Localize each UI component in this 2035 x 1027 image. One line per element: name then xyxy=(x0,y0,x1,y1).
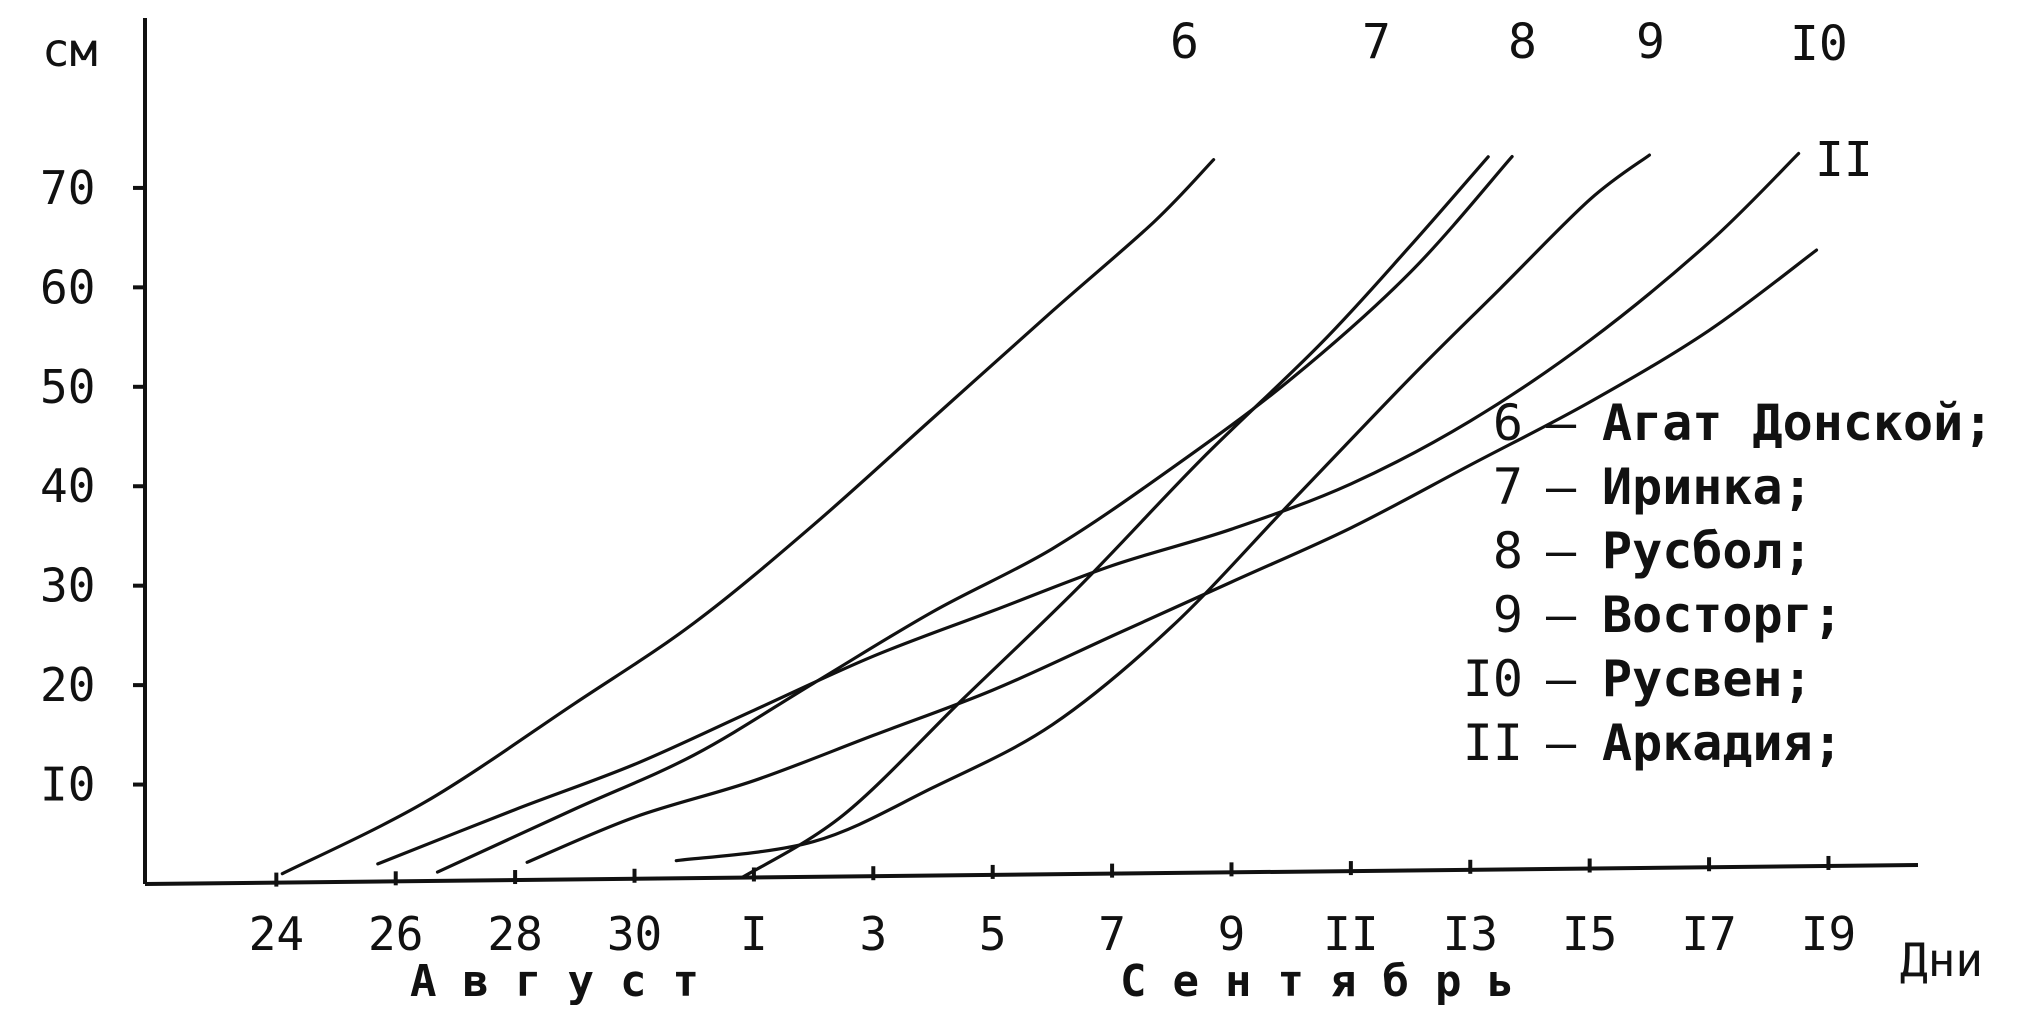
series-labels: 6 7 8 9 I0 II xyxy=(1170,14,1873,188)
series-label-II: II xyxy=(1815,132,1873,188)
legend-number: I0 xyxy=(1463,650,1523,708)
legend-item: 8– Русбол; xyxy=(1493,522,1813,580)
y-tick-label: 70 xyxy=(40,161,95,215)
series-label-8: 8 xyxy=(1508,14,1537,70)
legend-dash: – xyxy=(1546,522,1577,580)
series-line-II xyxy=(525,248,1819,864)
legend-variety-name: Агат Донской; xyxy=(1602,394,1993,452)
legend-dash: – xyxy=(1546,586,1577,644)
curves xyxy=(280,151,1819,880)
x-tick-label: I7 xyxy=(1681,907,1736,961)
legend-number: 9 xyxy=(1493,586,1523,644)
x-tick-label: 3 xyxy=(859,907,887,961)
x-tick-label: 26 xyxy=(368,907,423,961)
legend-variety-name: Русбол; xyxy=(1602,522,1813,580)
legend-number: II xyxy=(1463,714,1523,772)
legend-item: 6– Агат Донской; xyxy=(1493,394,1993,452)
legend-number: 6 xyxy=(1493,394,1523,452)
series-line-7 xyxy=(740,155,1490,880)
series-label-9: 9 xyxy=(1636,14,1665,70)
x-tick-label: 30 xyxy=(607,907,662,961)
legend-variety-name: Восторг; xyxy=(1602,586,1843,644)
legend-dash: – xyxy=(1546,650,1577,708)
legend-variety-name: Аркадия; xyxy=(1602,714,1843,772)
legend-number: 8 xyxy=(1493,522,1523,580)
x-tick-label: I5 xyxy=(1562,907,1617,961)
legend-item: I0– Русвен; xyxy=(1463,650,1813,708)
y-tick-label: I0 xyxy=(40,758,95,812)
legend-dash: – xyxy=(1546,458,1577,516)
series-label-7: 7 xyxy=(1362,14,1391,70)
y-tick-label: 50 xyxy=(40,360,95,414)
x-tick-label: I3 xyxy=(1443,907,1498,961)
series-label-I0: I0 xyxy=(1790,16,1848,72)
x-tick-label: 9 xyxy=(1218,907,1246,961)
y-tick-label: 40 xyxy=(40,459,95,513)
x-tick-label: 7 xyxy=(1098,907,1126,961)
y-tick-label: 20 xyxy=(40,658,95,712)
y-tick-label: 60 xyxy=(40,260,95,314)
month-label-august: Август xyxy=(410,956,725,1007)
x-tick-label: I9 xyxy=(1801,907,1856,961)
legend: 6– Агат Донской;7– Иринка;8– Русбол;9– Восто… xyxy=(1463,394,1994,772)
legend-dash: – xyxy=(1546,394,1577,452)
x-tick-label: 5 xyxy=(979,907,1007,961)
legend-item: 7– Иринка; xyxy=(1493,458,1813,516)
axes xyxy=(143,18,1919,886)
legend-dash: – xyxy=(1546,714,1577,772)
series-label-6: 6 xyxy=(1170,14,1199,70)
series-line-6 xyxy=(280,158,1216,876)
x-tick-label: II xyxy=(1323,907,1378,961)
x-tick-label: I xyxy=(740,907,768,961)
x-unit-label: Дни xyxy=(1900,933,1983,987)
legend-item: 9– Восторг; xyxy=(1493,586,1843,644)
legend-variety-name: Иринка; xyxy=(1602,458,1813,516)
x-tick-label: 24 xyxy=(249,907,304,961)
y-tick-label: 30 xyxy=(40,559,95,613)
x-ticks: 24 26 28 30 I 3 5 7 9 II I3 I5 I7 I9 xyxy=(249,855,1856,961)
legend-item: II – Аркадия; xyxy=(1463,714,1843,772)
y-ticks: I0 20 30 40 50 60 70 xyxy=(40,161,147,812)
series-line-8 xyxy=(435,155,1514,874)
series-line-I0 xyxy=(376,151,1801,866)
legend-variety-name: Русвен; xyxy=(1602,650,1813,708)
x-tick-label: 28 xyxy=(487,907,542,961)
legend-number: 7 xyxy=(1493,458,1523,516)
x-axis xyxy=(144,863,1919,886)
y-unit-label: см xyxy=(42,23,97,77)
month-label-september: Сентябрь xyxy=(1120,956,1540,1007)
series-line-9 xyxy=(674,153,1651,863)
